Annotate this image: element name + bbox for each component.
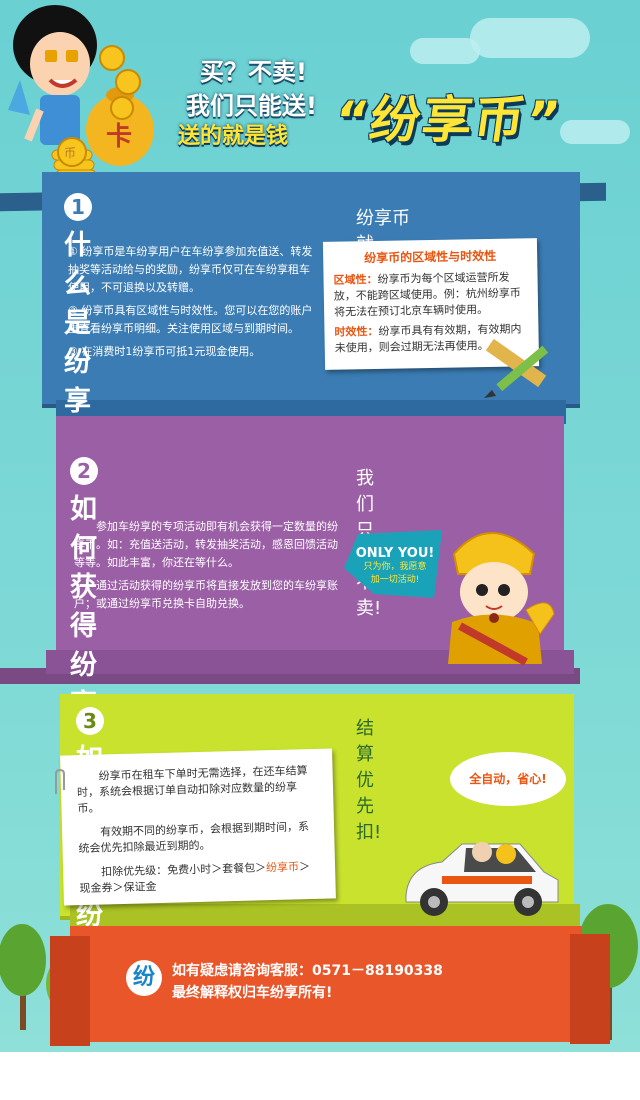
section1-body: ① 纷享币是车纷享用户在车纷享参加充值送、转发抽奖等活动给与的奖励，纷享币仅可在… (68, 243, 316, 366)
section2-paragraph: 通过活动获得的纷享币将直接发放到您的车纷享账户；或通过纷享币兑换卡自助兑换。 (74, 579, 338, 610)
cloud (410, 38, 480, 64)
brand-logo-icon: 纷 (126, 960, 162, 996)
cloud (560, 120, 630, 144)
section3-note-card: 纷享币在租车下单时无需选择，在还车结算时，系统会根据订单自动扣除对应数量的纷享币… (60, 748, 336, 906)
section2-body: 参加车纷享的专项活动即有机会获得一定数量的纷享币。如：充值送活动，转发抽奖活动，… (74, 518, 344, 618)
mascot-with-money-bag: 卡 币 (8, 5, 154, 181)
section1-item: ③ 在消费时1纷享币可抵1元现金使用。 (68, 345, 261, 358)
speech-bubble-auto: 全自动，省心! (450, 752, 566, 806)
section3-paragraph: 纷享币在租车下单时无需选择，在还车结算时，系统会根据订单自动扣除对应数量的纷享币… (76, 764, 308, 816)
header-brand: “纷享币” (331, 91, 566, 149)
bubble-line2: 加一切活动! (370, 575, 420, 585)
cloud (470, 18, 590, 58)
footer-line-2: 最终解释权归车纷享所有! (172, 985, 333, 1001)
section1-item: ② 纷享币具有区域性与时效性。您可以在您的账户里查看纷享币明细。关注使用区域与到… (68, 304, 313, 335)
header-line-2: 我们只能送! (186, 92, 317, 120)
section3-priority: 扣除优先级：免费小时＞套餐包＞纷享币＞现金券＞保证金 (79, 859, 320, 897)
section3-subtitle: 结算优先扣! (356, 718, 382, 843)
car-with-passengers (405, 842, 559, 916)
note-region-label: 区域性： (333, 272, 378, 287)
bag-glyph: 卡 (106, 122, 132, 152)
header-line-1: 买？不卖! (200, 58, 307, 86)
footer-ribbon-right (570, 934, 610, 1044)
pencil-ruler-icon (484, 338, 549, 398)
note-time-label: 时效性： (334, 324, 379, 339)
priority-highlight: 纷享币 (265, 860, 300, 875)
header-line-3: 送的就是钱 (178, 124, 289, 149)
bubble-line1: 只为你，我愿意 (363, 562, 427, 572)
bubble-title: ONLY YOU! (355, 546, 435, 561)
section1-number: 1 (64, 193, 92, 221)
section3-number: 3 (76, 707, 104, 735)
speech-bubble-shape (344, 530, 442, 598)
coin-glyph: 币 (64, 146, 76, 160)
section3-base (70, 904, 580, 928)
note-region: 区域性：纷享币为每个区域运营所发放，不能跨区域使用。例：杭州纷享币将无法在预订北… (333, 269, 528, 320)
priority-prefix: 扣除优先级：免费小时＞套餐包＞ (100, 861, 267, 879)
footer-line-1: 如有疑虑请咨询客服：0571－88190338 (172, 963, 443, 979)
section2-number: 2 (70, 457, 98, 485)
section1-item: ① 纷享币是车纷享用户在车纷享参加充值送、转发抽奖等活动给与的奖励，纷享币仅可在… (68, 245, 313, 294)
speech-bubble-only-you: ONLY YOU! 只为你，我愿意 加一切活动! (352, 546, 438, 587)
note-title: 纷享币的区域性与时效性 (364, 248, 497, 266)
footer-ribbon-left (50, 936, 90, 1046)
section2-paragraph: 参加车纷享的专项活动即有机会获得一定数量的纷享币。如：充值送活动，转发抽奖活动，… (74, 520, 338, 569)
monk-character (448, 532, 555, 666)
paperclip-icon (55, 768, 65, 794)
section3-paragraph: 有效期不同的纷享币，会根据到期时间，系统会优先扣除最近到期的。 (78, 820, 310, 856)
